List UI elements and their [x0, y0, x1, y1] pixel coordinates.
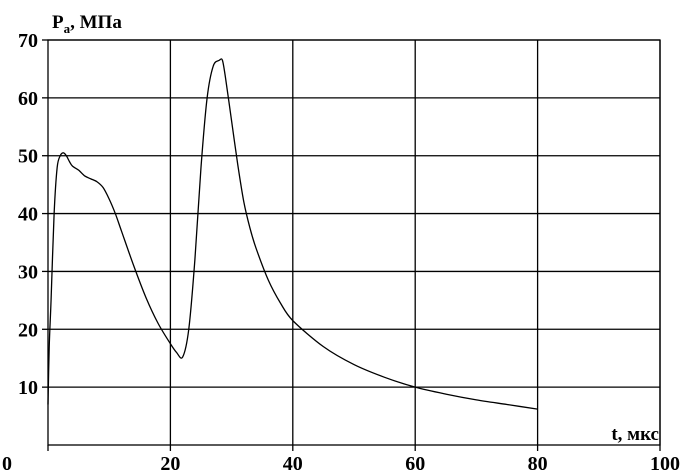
x-tick-label: 60 [405, 453, 425, 473]
axis-ticks [42, 39, 661, 451]
y-tick-label: 30 [18, 261, 38, 283]
y-axis-label-unit: , МПа [70, 12, 122, 33]
x-tick-labels: 0 20 40 60 80 100 [2, 453, 680, 473]
y-axis-label-symbol: P [52, 12, 64, 33]
y-tick-label: 40 [18, 204, 38, 226]
x-tick-label: 20 [160, 453, 180, 473]
y-tick-label: 10 [18, 377, 38, 399]
y-axis-label-subscript: a [64, 21, 71, 36]
x-axis-label: t, мкс [611, 424, 659, 445]
x-tick-label: 40 [283, 453, 303, 473]
x-tick-label: 0 [2, 453, 12, 473]
x-tick-label: 100 [650, 453, 680, 473]
y-tick-label: 20 [18, 319, 38, 341]
x-tick-label: 80 [528, 453, 548, 473]
y-tick-label: 70 [18, 30, 38, 52]
y-tick-label: 50 [18, 146, 38, 168]
y-tick-label: 60 [18, 88, 38, 110]
plot-frame [47, 39, 661, 446]
y-tick-labels: 10 20 30 40 50 60 70 [18, 30, 38, 399]
y-axis-label: Pa, МПа [52, 12, 122, 36]
grid [47, 39, 661, 446]
pressure-series-line [47, 58, 538, 410]
